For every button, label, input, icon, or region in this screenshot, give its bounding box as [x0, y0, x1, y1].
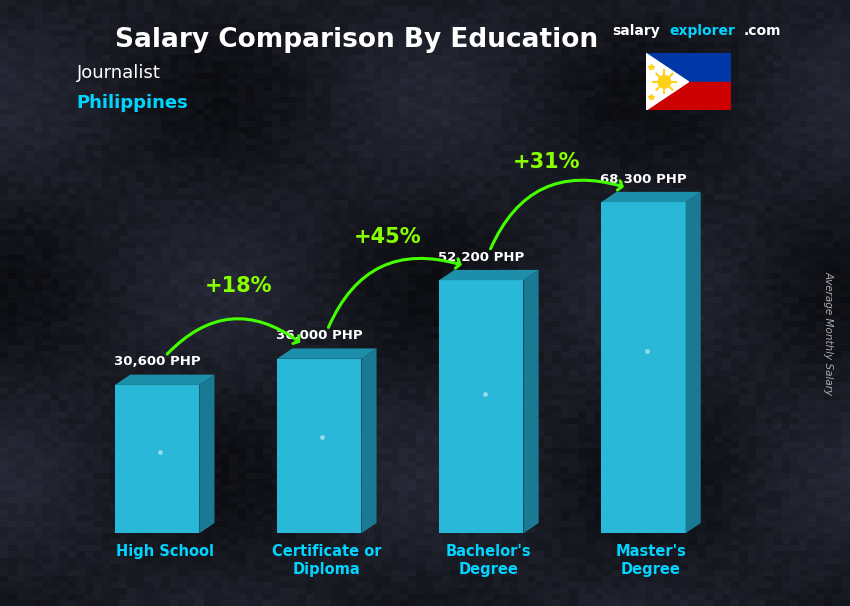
- Text: 52,200 PHP: 52,200 PHP: [439, 251, 524, 264]
- Text: explorer: explorer: [670, 24, 736, 38]
- Text: salary: salary: [612, 24, 660, 38]
- Text: 30,600 PHP: 30,600 PHP: [114, 356, 201, 368]
- Bar: [646, 82, 731, 110]
- Text: Salary Comparison By Education: Salary Comparison By Education: [116, 27, 598, 53]
- Polygon shape: [439, 270, 539, 280]
- Text: 68,300 PHP: 68,300 PHP: [600, 173, 687, 185]
- Polygon shape: [199, 375, 214, 533]
- Bar: [646, 53, 731, 82]
- Polygon shape: [277, 348, 377, 359]
- Text: +18%: +18%: [205, 276, 272, 296]
- Polygon shape: [686, 192, 700, 533]
- Polygon shape: [361, 348, 377, 533]
- Polygon shape: [601, 192, 700, 202]
- Text: +45%: +45%: [354, 227, 421, 247]
- Text: Journalist: Journalist: [76, 64, 161, 82]
- Text: Average Monthly Salary: Average Monthly Salary: [824, 271, 834, 395]
- Bar: [115, 385, 199, 533]
- Polygon shape: [524, 270, 539, 533]
- Bar: [277, 359, 361, 533]
- Polygon shape: [646, 53, 688, 110]
- Text: .com: .com: [744, 24, 781, 38]
- Text: Philippines: Philippines: [76, 94, 188, 112]
- Polygon shape: [115, 375, 214, 385]
- Text: +31%: +31%: [513, 152, 580, 173]
- Circle shape: [658, 76, 671, 88]
- Bar: [439, 280, 524, 533]
- Bar: [601, 202, 686, 533]
- Text: 36,000 PHP: 36,000 PHP: [276, 329, 363, 342]
